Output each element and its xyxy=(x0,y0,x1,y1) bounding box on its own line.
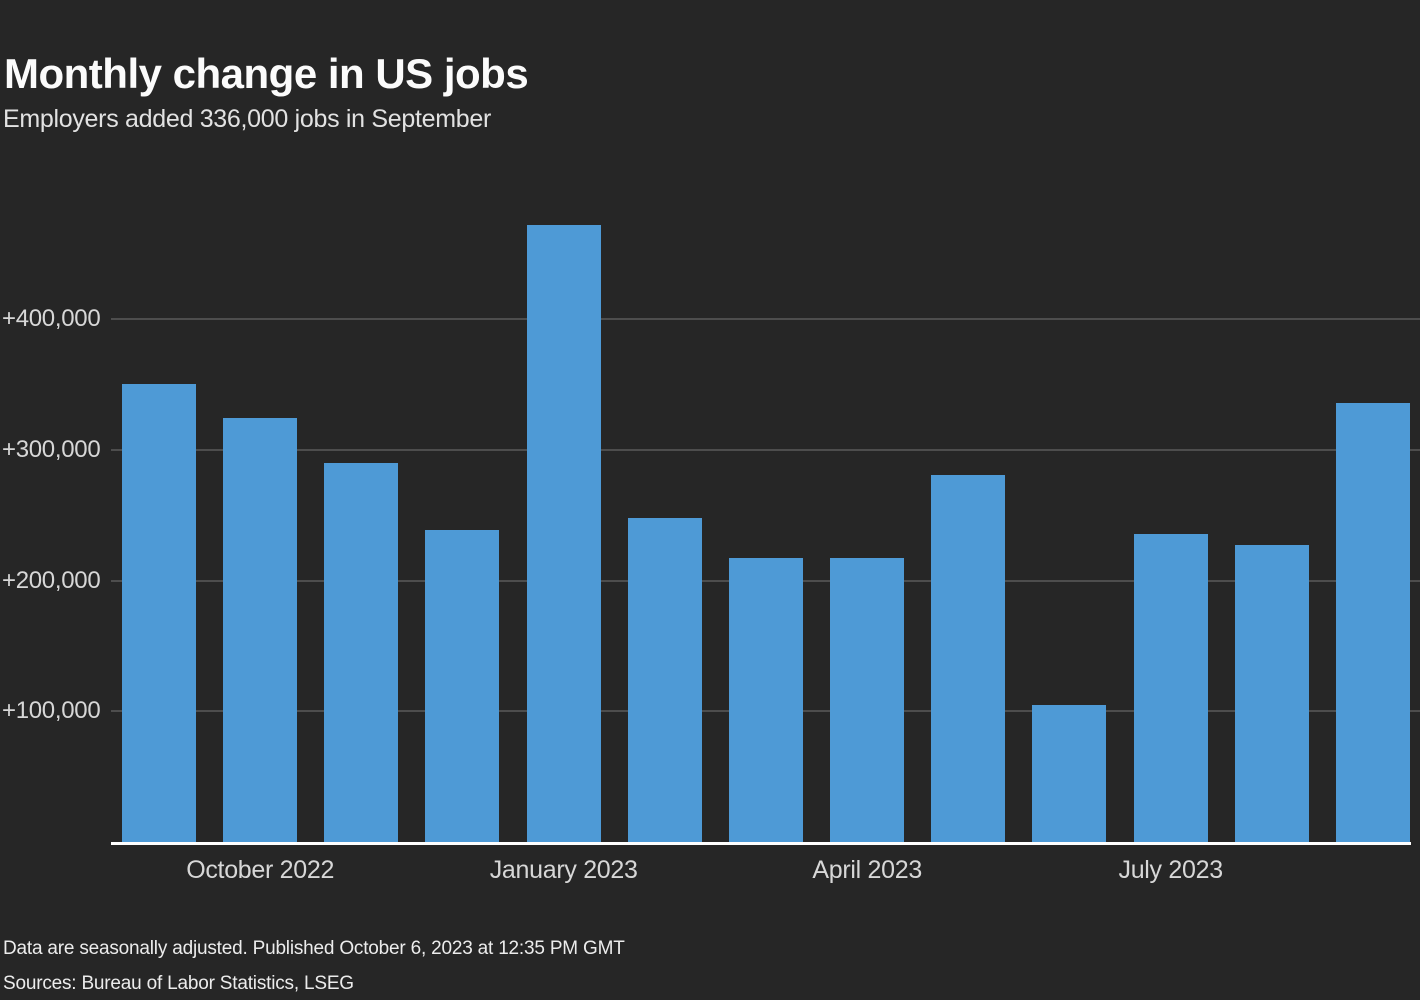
gridline-300000 xyxy=(111,448,1420,451)
bar-aug-2023 xyxy=(1234,545,1309,842)
bar-feb-2023 xyxy=(627,517,702,842)
y-axis-tick-label: +100,000 xyxy=(2,697,101,725)
bar-oct-2022 xyxy=(223,418,298,842)
chart-subtitle: Employers added 336,000 jobs in Septembe… xyxy=(3,105,492,133)
x-axis-tick-label: October 2022 xyxy=(186,856,335,884)
bar-jun-2023 xyxy=(1032,704,1107,842)
bar-jan-2023 xyxy=(526,224,601,842)
gridline-400000 xyxy=(111,318,1420,321)
chart-title: Monthly change in US jobs xyxy=(4,50,529,98)
bar-nov-2022 xyxy=(324,462,399,842)
footer-sources: Sources: Bureau of Labor Statistics, LSE… xyxy=(3,973,354,994)
x-axis-tick-label: April 2023 xyxy=(812,856,922,884)
bar-sep-2023 xyxy=(1335,402,1410,842)
bar-dec-2022 xyxy=(425,529,500,842)
x-axis-tick-label: July 2023 xyxy=(1118,856,1223,884)
y-axis-tick-label: +200,000 xyxy=(2,566,101,594)
bar-mar-2023 xyxy=(728,558,803,842)
footer-note: Data are seasonally adjusted. Published … xyxy=(3,938,625,959)
bars-layer xyxy=(111,170,1411,842)
bar-sep-2022 xyxy=(122,384,196,842)
y-axis-tick-label: +300,000 xyxy=(2,435,101,463)
y-axis-tick-label: +400,000 xyxy=(2,305,101,333)
bar-jul-2023 xyxy=(1133,533,1208,842)
x-axis-tick-label: January 2023 xyxy=(489,856,638,884)
x-axis-baseline xyxy=(111,842,1411,845)
bar-may-2023 xyxy=(931,474,1006,842)
chart-footer: Data are seasonally adjusted. Published … xyxy=(3,931,625,1000)
bar-apr-2023 xyxy=(830,558,905,842)
